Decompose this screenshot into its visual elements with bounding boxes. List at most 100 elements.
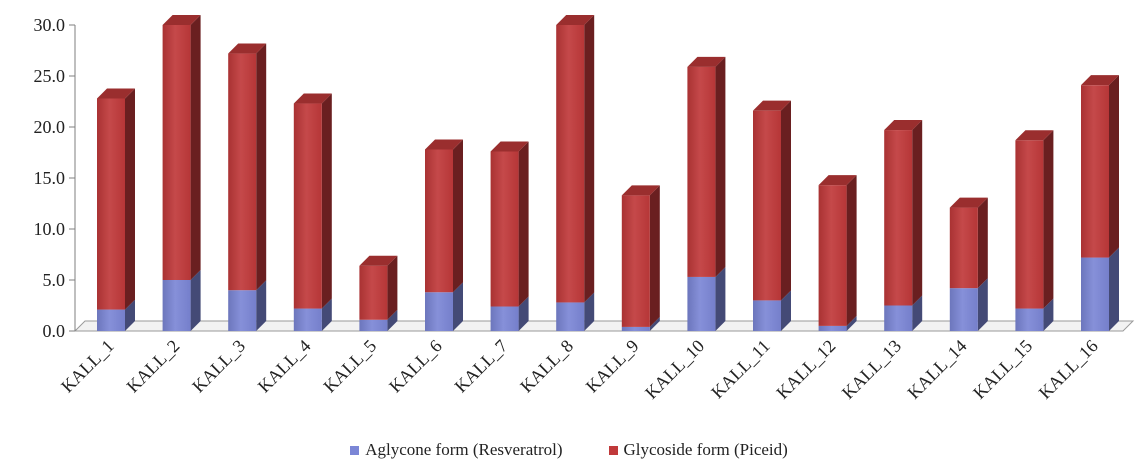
x-tick-label: KALL_12 [772,336,839,403]
bar-front [293,308,322,331]
bar-side [387,309,398,331]
bar-front [884,305,913,331]
bar-segment-aglycone [818,315,857,331]
legend-swatch-aglycone [350,445,360,455]
bar-front [753,110,781,301]
x-tick-label: KALL_14 [903,336,970,403]
bar-front [97,309,125,331]
bar-segment-aglycone [359,309,398,331]
legend-item-glycoside: Glycoside form (Piceid) [608,440,788,460]
x-tick-label: KALL_3 [188,336,249,397]
bar-front [687,66,716,277]
x-tick-label: KALL_4 [254,336,315,397]
bar-top [490,141,529,152]
y-tick-label: 15.0 [34,168,66,188]
bar-side [649,316,660,331]
bar-segment-aglycone [162,270,201,331]
bar-segment-glycoside [162,15,201,280]
bar-segment-aglycone [621,316,660,331]
bar-side [1109,247,1119,331]
bar-front [228,290,257,331]
bar-front [1081,85,1109,258]
bar-side [649,185,660,327]
x-tick-label: KALL_15 [969,336,1036,403]
bar-top [162,15,201,25]
bar-segment-aglycone [1081,247,1119,331]
bar-top [949,197,988,208]
bar-side [1043,298,1054,331]
bar-segment-aglycone [293,298,332,331]
bar-segment-aglycone [753,290,791,331]
bar-front [162,25,191,280]
bar-side [977,197,988,289]
bar-front [490,151,519,307]
bar-segment-aglycone [949,278,988,331]
bar-front [1015,308,1044,331]
bar-side [190,270,201,331]
bar-side [977,278,988,331]
bar-top [687,56,726,67]
bar-top [97,88,135,99]
bar-segment-glycoside [425,139,463,293]
x-tick-label: KALL_9 [582,336,643,397]
bar-top [359,255,398,266]
x-tick-label: KALL_1 [57,336,118,397]
bar-segment-aglycone [425,282,463,331]
legend-swatch-glycoside [608,445,618,455]
bar-segment-aglycone [556,292,595,331]
bar-side [256,43,267,291]
bar-segment-glycoside [1081,75,1119,258]
bar-top [621,185,660,196]
bar-top [228,43,267,54]
bar-side [125,88,135,310]
bar-side [584,292,595,331]
bar-segment-glycoside [556,15,595,303]
y-tick-label: 30.0 [34,15,66,35]
legend-label-glycoside: Glycoside form (Piceid) [623,440,788,459]
y-tick-label: 10.0 [34,219,66,239]
bar-segment-glycoside [687,56,726,277]
bar-side [387,255,398,320]
bar-top [1015,130,1054,141]
y-tick-label: 20.0 [34,117,66,137]
bar-segment-glycoside [228,43,267,291]
bar-segment-glycoside [884,120,923,306]
bar-segment-glycoside [293,93,332,309]
bar-side [715,56,726,277]
bar-top [884,120,923,131]
bar-front [425,149,453,293]
bar-segment-aglycone [687,266,726,331]
bar-front [1015,140,1044,309]
bar-segment-glycoside [753,100,791,301]
bar-segment-aglycone [97,299,135,331]
bar-segment-aglycone [884,295,923,331]
x-tick-label: KALL_2 [123,336,184,397]
bar-front [818,185,847,326]
bar-front [556,25,585,303]
bar-side [1043,130,1054,309]
bar-segment-glycoside [359,255,398,320]
bar-side [125,299,135,331]
chart-legend: Aglycone form (Resveratrol) Glycoside fo… [0,440,1138,460]
x-tick-label: KALL_8 [516,336,577,397]
y-tick-label: 5.0 [43,270,66,290]
bar-front [753,300,781,331]
x-tick-label: KALL_10 [641,336,708,403]
bar-segment-glycoside [97,88,135,310]
bar-segment-aglycone [490,296,529,331]
bar-front [621,326,650,331]
x-tick-label: KALL_6 [385,336,446,397]
bar-front [818,325,847,331]
bar-side [321,298,332,331]
bar-front [359,319,388,331]
bar-segment-glycoside [1015,130,1054,309]
x-tick-label: KALL_11 [707,336,774,403]
bar-front [884,130,913,306]
bar-side [846,315,857,331]
bar-segment-glycoside [949,197,988,289]
bar-front [1081,257,1109,331]
bar-segment-aglycone [1015,298,1054,331]
bar-front [556,302,585,331]
bar-front [162,280,191,331]
